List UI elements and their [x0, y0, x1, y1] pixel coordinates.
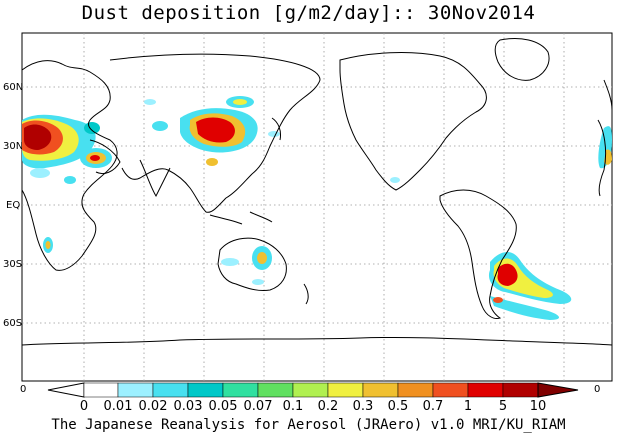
- colorbar-segment: [397, 382, 434, 398]
- colorbar-segment: [152, 382, 189, 398]
- colorbar-label: 0.05: [209, 399, 238, 414]
- colorbar-segment: [83, 382, 119, 398]
- colorbar-label: 0.03: [174, 399, 203, 414]
- colorbar-label: 10: [530, 399, 547, 414]
- colorbar-label: 0: [80, 399, 88, 414]
- colorbar-segment: [117, 382, 154, 398]
- colorbar-label: 0.2: [318, 399, 339, 414]
- lon-label-right: 0: [594, 384, 601, 395]
- colorbar-segment: [187, 382, 224, 398]
- colorbar-segment: [432, 382, 469, 398]
- colorbar-label: 0.3: [353, 399, 374, 414]
- colorbar-segment: [257, 382, 294, 398]
- colorbar-max-arrow: [537, 382, 579, 398]
- coastlines: [21, 38, 613, 346]
- colorbar-label: 0.1: [283, 399, 304, 414]
- lat-label-60n: 60N: [3, 82, 24, 93]
- dust-field: [22, 96, 612, 320]
- dataset-credit: The Japanese Reanalysis for Aerosol (JRA…: [51, 417, 566, 433]
- lon-label-left: 0: [20, 384, 27, 395]
- colorbar: 0 0.01 0.02 0.03 0.05 0.07 0.1 0.2 0.3 0…: [47, 382, 579, 414]
- colorbar-label: 1: [464, 399, 472, 414]
- colorbar-label: 0.02: [139, 399, 168, 414]
- colorbar-label: 0.01: [104, 399, 133, 414]
- lat-label-60s: 60S: [3, 318, 23, 329]
- colorbar-segment: [502, 382, 539, 398]
- colorbar-label: 0.5: [388, 399, 409, 414]
- lat-label-eq: EQ: [6, 200, 21, 211]
- colorbar-segment: [292, 382, 329, 398]
- lat-label-30n: 30N: [3, 141, 24, 152]
- lat-label-30s: 30S: [3, 259, 23, 270]
- map-title: Dust deposition [g/m2/day]:: 30Nov2014: [81, 2, 536, 24]
- colorbar-label: 0.07: [244, 399, 273, 414]
- colorbar-segment: [362, 382, 399, 398]
- map-frame: [21, 32, 613, 382]
- colorbar-segment: [467, 382, 504, 398]
- colorbar-label: 0.7: [423, 399, 444, 414]
- colorbar-min-arrow: [47, 382, 85, 398]
- colorbar-segment: [222, 382, 259, 398]
- colorbar-segment: [327, 382, 364, 398]
- colorbar-label: 5: [499, 399, 507, 414]
